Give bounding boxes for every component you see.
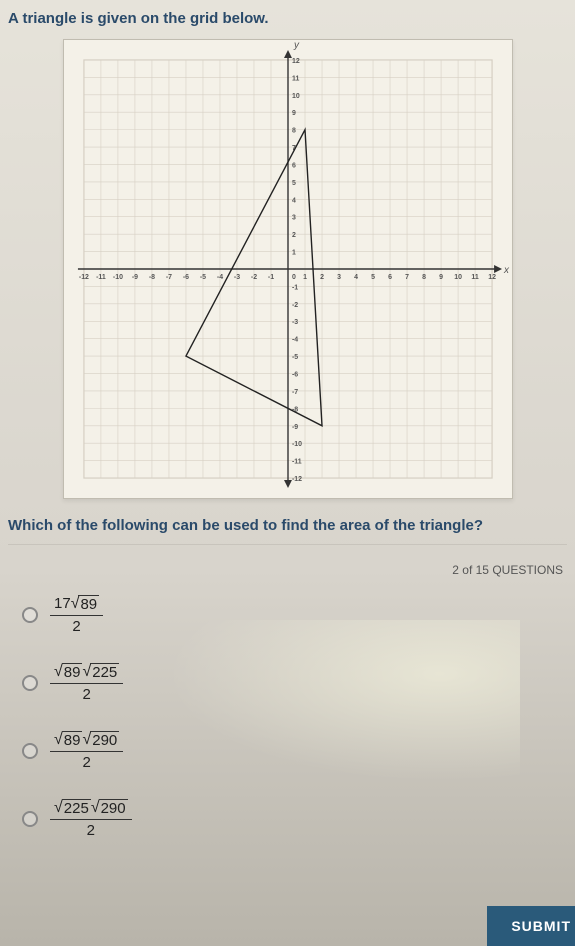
svg-text:-1: -1 [291,284,297,291]
svg-text:1: 1 [303,274,307,281]
question-title: A triangle is given on the grid below. [8,10,567,27]
svg-text:-12: -12 [78,274,88,281]
svg-text:4: 4 [291,197,295,204]
svg-text:8: 8 [422,274,426,281]
option-b-expression: 89225 2 [50,663,123,703]
option-d-expression: 225290 2 [50,799,132,839]
svg-text:-2: -2 [250,274,256,281]
radio-icon [22,811,38,827]
option-c[interactable]: 89290 2 [22,731,567,771]
svg-text:-5: -5 [199,274,205,281]
svg-text:11: 11 [291,75,298,82]
svg-text:12: 12 [291,58,299,65]
svg-text:6: 6 [291,162,295,169]
svg-text:-1: -1 [267,274,273,281]
svg-text:6: 6 [388,274,392,281]
svg-text:-10: -10 [291,441,301,448]
svg-text:5: 5 [291,180,295,187]
coordinate-grid: -12-11-10-9-8-7-6-5-4-3-2-10123456789101… [64,40,512,498]
svg-text:5: 5 [371,274,375,281]
question-counter: 2 of 15 QUESTIONS [8,563,563,577]
svg-text:-3: -3 [233,274,239,281]
svg-text:-7: -7 [291,389,297,396]
option-d[interactable]: 225290 2 [22,799,567,839]
svg-text:y: y [292,40,299,51]
svg-text:9: 9 [291,110,295,117]
svg-text:11: 11 [471,274,478,281]
svg-text:-6: -6 [291,372,297,379]
option-a-expression: 1789 2 [50,595,103,635]
option-c-expression: 89290 2 [50,731,123,771]
svg-text:10: 10 [454,274,462,281]
svg-text:10: 10 [291,93,299,100]
svg-text:3: 3 [291,215,295,222]
divider [8,544,567,545]
svg-text:-11: -11 [96,274,106,281]
radio-icon [22,607,38,623]
svg-text:-4: -4 [216,274,222,281]
svg-text:-2: -2 [291,302,297,309]
svg-text:-5: -5 [291,354,297,361]
svg-text:-9: -9 [291,424,297,431]
svg-text:2: 2 [291,232,295,239]
question-subtitle: Which of the following can be used to fi… [8,517,567,534]
submit-button[interactable]: SUBMIT [487,906,575,946]
svg-text:1: 1 [291,250,295,257]
radio-icon [22,675,38,691]
graph-container: -12-11-10-9-8-7-6-5-4-3-2-10123456789101… [63,39,513,499]
svg-text:7: 7 [405,274,409,281]
svg-text:-8: -8 [148,274,154,281]
svg-text:-11: -11 [291,459,301,466]
svg-text:x: x [503,265,510,276]
svg-text:4: 4 [354,274,358,281]
svg-text:-7: -7 [165,274,171,281]
svg-text:-6: -6 [182,274,188,281]
svg-text:3: 3 [337,274,341,281]
answer-options: 1789 2 89225 2 89290 2 [8,595,567,839]
svg-text:-3: -3 [291,319,297,326]
option-b[interactable]: 89225 2 [22,663,567,703]
radio-icon [22,743,38,759]
svg-text:8: 8 [291,128,295,135]
svg-text:9: 9 [439,274,443,281]
svg-text:0: 0 [291,274,295,281]
svg-text:-9: -9 [131,274,137,281]
option-a[interactable]: 1789 2 [22,595,567,635]
svg-text:-4: -4 [291,337,297,344]
svg-text:12: 12 [488,274,496,281]
svg-text:2: 2 [320,274,324,281]
svg-text:-12: -12 [291,476,301,483]
svg-text:-10: -10 [112,274,122,281]
